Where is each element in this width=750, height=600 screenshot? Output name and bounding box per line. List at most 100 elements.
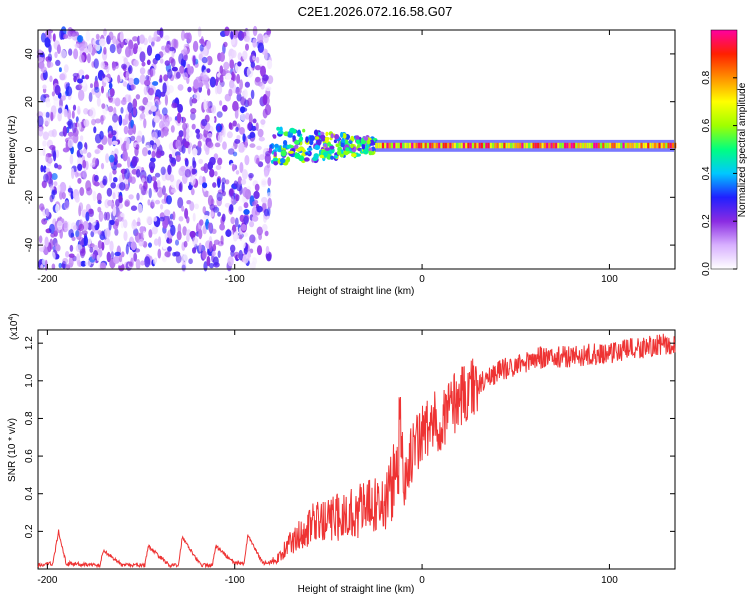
spectrogram-cell xyxy=(190,112,196,121)
spectrogram-cell xyxy=(230,244,236,253)
spectrogram-cell xyxy=(97,206,102,213)
spectrogram-cell xyxy=(595,142,598,149)
spectrogram-cell xyxy=(44,236,49,248)
snr-multiplier: (x104) xyxy=(8,313,20,340)
spectrogram-cell xyxy=(235,87,242,95)
spectrogram-cell xyxy=(160,166,166,176)
spectrogram-cell xyxy=(211,228,217,234)
snr-x-axis-label: Height of straight line (km) xyxy=(298,584,415,595)
spectrogram-cell xyxy=(328,150,333,155)
spectrogram-cell xyxy=(214,142,221,148)
y-tick-label: 0 xyxy=(24,146,35,152)
spectrogram-cell xyxy=(72,72,79,78)
spectrogram-cell xyxy=(74,195,80,203)
spectrogram-cell xyxy=(171,38,178,50)
spectrogram-cell xyxy=(101,85,104,94)
spectrogram-cell xyxy=(252,55,256,61)
spectrogram-cell xyxy=(651,142,654,149)
spectrogram-cell xyxy=(149,68,154,78)
spectrogram-cell xyxy=(67,119,74,130)
spectrogram-cell xyxy=(456,142,459,149)
spectrogram-cell xyxy=(130,241,137,251)
spectrogram-cell xyxy=(199,219,204,226)
spectrogram-cell xyxy=(225,179,230,185)
spectrogram-cell xyxy=(256,245,263,256)
spectrogram-cell xyxy=(139,183,143,190)
spectrogram-cell xyxy=(90,230,95,238)
spectrogram-cell xyxy=(266,28,272,35)
spectrogram-cell xyxy=(49,251,56,262)
spectrogram-cell xyxy=(128,261,133,267)
spectrogram-cell xyxy=(330,133,334,139)
spectrogram-cell xyxy=(248,172,254,179)
spectrogram-cell xyxy=(483,142,486,149)
spectrogram-cell xyxy=(136,192,140,201)
spectrogram-cell xyxy=(45,101,51,108)
spectrogram-cell xyxy=(247,97,253,107)
spectrogram-cell xyxy=(74,43,80,49)
spectrogram-cell xyxy=(249,234,256,244)
spectrogram-cell xyxy=(171,66,178,72)
spectrogram-cell xyxy=(232,120,237,127)
spectrogram-cell xyxy=(654,142,656,149)
spectrogram-cell xyxy=(467,142,470,149)
spectrogram-cell xyxy=(38,235,43,244)
spectrogram-cell xyxy=(68,228,74,238)
spectrogram-cell xyxy=(253,190,260,200)
spectrogram-cell xyxy=(325,131,329,137)
spectrogram-cell xyxy=(573,142,576,149)
spectrogram-cell xyxy=(487,142,490,149)
spectrogram-cell xyxy=(127,102,133,113)
spectrogram-cell xyxy=(229,122,234,131)
spectrogram-cell xyxy=(260,82,265,90)
spectrogram-cell xyxy=(402,142,405,149)
spectrogram-cell xyxy=(140,260,145,266)
spectrogram-cell xyxy=(224,26,230,37)
spectrogram-cell xyxy=(155,150,162,159)
spectrogram-cell xyxy=(162,240,167,250)
spectrogram-cell xyxy=(230,38,236,46)
spectrogram-cell xyxy=(114,218,120,227)
spectrogram-cell xyxy=(197,26,202,38)
spectrogram-cell xyxy=(106,187,113,197)
spectrogram-cell xyxy=(57,164,62,170)
spectrogram-cell xyxy=(130,135,136,142)
spectrogram-cell xyxy=(324,147,331,151)
spectrogram-cell xyxy=(82,169,87,180)
spectrogram-cell xyxy=(263,169,269,178)
spectrogram-cell xyxy=(334,155,338,159)
y-tick-label: 0.4 xyxy=(24,486,35,500)
spectrogram-cell xyxy=(78,237,85,246)
spectrogram-cell xyxy=(151,150,156,158)
spectrogram-cell xyxy=(136,221,141,227)
spectrogram-cell xyxy=(52,95,60,101)
spectrogram-cell xyxy=(297,129,302,137)
spectrogram-cell xyxy=(187,63,191,75)
spectrogram-cell xyxy=(292,135,296,141)
spectrogram-cell xyxy=(224,202,231,208)
spectrogram-cell xyxy=(163,74,169,82)
spectrogram-cell xyxy=(219,65,224,74)
spectrogram-cell xyxy=(40,66,47,73)
spectrogram-cell xyxy=(77,35,84,43)
spectrogram-cell xyxy=(336,150,342,156)
spectrogram-cell xyxy=(334,134,340,140)
spectrogram-cell xyxy=(82,220,89,231)
spectrogram-cell xyxy=(256,205,263,213)
spectrogram-cell xyxy=(447,142,450,149)
figure-title: C2E1.2026.072.16.58.G07 xyxy=(298,4,453,19)
spectrogram-cell xyxy=(65,86,73,97)
spectrogram-cell xyxy=(294,153,301,159)
spectrogram-cell xyxy=(255,76,261,83)
spectrogram-cell xyxy=(287,134,294,138)
spectrogram-cell xyxy=(161,107,168,116)
spectrogram-cell xyxy=(219,223,226,231)
spectrogram-cell xyxy=(207,132,213,139)
spectrogram-cell xyxy=(209,204,216,211)
spectrogram-cell xyxy=(537,142,540,149)
spectrogram-cell xyxy=(451,142,454,149)
spectrogram-cell xyxy=(71,236,76,242)
spectrogram-cell xyxy=(521,142,524,149)
spectrogram-cell xyxy=(170,224,176,236)
spectrogram-cell xyxy=(240,96,247,106)
